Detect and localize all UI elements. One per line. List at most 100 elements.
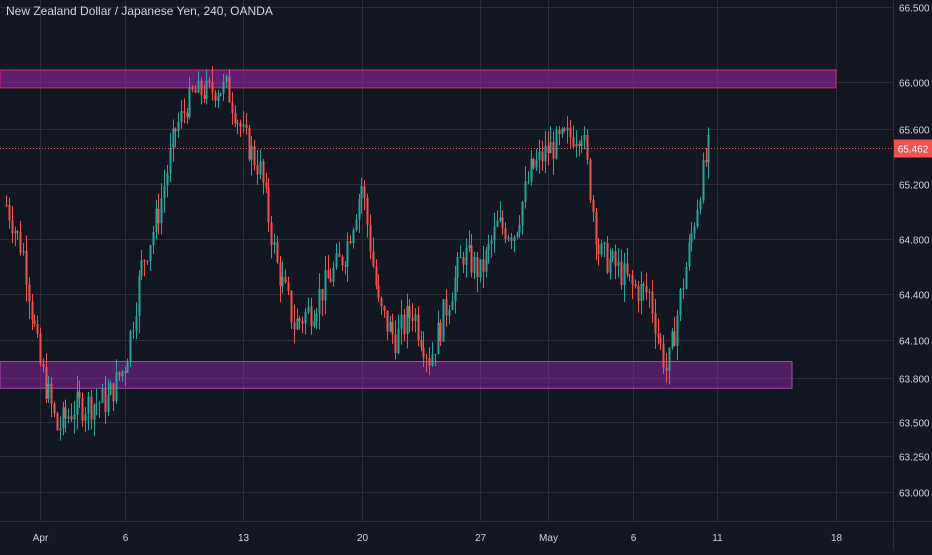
candle-body: [101, 388, 104, 403]
price-axis[interactable]: 66.500 66.000 65.600 65.200 64.800 64.400 64.1…: [899, 4, 930, 500]
price-tick-label: 65.200: [899, 181, 930, 192]
candle-body: [400, 314, 403, 329]
candle-body: [580, 140, 583, 146]
candle-body: [346, 241, 349, 267]
candle-body: [253, 145, 256, 166]
candle-body: [420, 340, 423, 348]
candle-body: [414, 314, 417, 321]
candle-body: [487, 243, 490, 251]
candle-body: [595, 212, 598, 245]
candle-body: [705, 159, 708, 163]
candle-body: [372, 251, 375, 267]
price-tick-label: 64.100: [899, 337, 930, 348]
candle-body: [45, 367, 48, 399]
price-tick-label: 64.800: [899, 236, 930, 247]
candle-body: [135, 316, 138, 331]
candle-body: [8, 204, 11, 221]
candle-body: [468, 245, 471, 249]
candle-body: [166, 173, 169, 186]
candle-body: [408, 306, 411, 318]
candle-body: [589, 159, 592, 200]
candle-body: [454, 277, 457, 301]
candle-body: [597, 244, 600, 255]
candle-body: [628, 274, 631, 276]
price-tick-label: 63.500: [899, 419, 930, 430]
candle-body: [95, 403, 98, 405]
candle-body: [434, 354, 437, 356]
candle-body: [575, 143, 578, 147]
candle-body: [386, 310, 389, 332]
candle-body: [200, 80, 203, 96]
time-tick-label: 27: [475, 533, 487, 544]
candle-body: [284, 276, 287, 283]
candle-body: [411, 317, 414, 321]
candle-body: [239, 122, 242, 127]
candle-body: [163, 185, 166, 199]
candle-body: [138, 275, 141, 317]
candle-body: [211, 82, 214, 93]
candle-body: [242, 124, 245, 127]
candle-body: [530, 158, 533, 182]
candle-body: [476, 257, 479, 278]
candle-body: [301, 320, 304, 324]
candle-body: [245, 124, 248, 128]
symbol-title: New Zealand Dollar / Japanese Yen, 240, …: [6, 4, 273, 18]
candle-body: [470, 245, 473, 273]
candle-body: [631, 275, 634, 285]
candle-body: [236, 122, 239, 124]
candle-body: [267, 187, 270, 223]
candle-body: [479, 259, 482, 278]
candle-body: [194, 89, 197, 93]
candle-body: [676, 315, 679, 346]
candle-body: [391, 321, 394, 335]
candle-body: [177, 121, 180, 132]
candle-body: [304, 312, 307, 324]
candle-body: [197, 80, 200, 93]
candle-body: [521, 201, 524, 225]
time-tick-label: 6: [631, 533, 637, 544]
candle-body: [637, 286, 640, 301]
candle-body: [143, 260, 146, 262]
candle-body: [609, 259, 612, 273]
candle-body: [485, 250, 488, 272]
time-tick-label: 13: [238, 533, 250, 544]
candle-body: [78, 391, 81, 399]
candle-body: [279, 262, 282, 286]
candle-body: [203, 95, 206, 99]
candle-body: [516, 232, 519, 237]
candle-body: [693, 226, 696, 234]
price-tick-label: 65.600: [899, 126, 930, 137]
candle-body: [352, 229, 355, 244]
candle-body: [225, 76, 228, 83]
candle-body: [651, 291, 654, 314]
candle-body: [313, 321, 316, 327]
candle-body: [76, 391, 79, 415]
resistance-zone[interactable]: [0, 69, 837, 89]
candle-body: [205, 80, 208, 99]
support-zone[interactable]: [0, 361, 793, 389]
candle-body: [535, 159, 538, 168]
candle-body: [699, 200, 702, 210]
candle-body: [563, 128, 566, 131]
last-price-tag-layer: 65.462: [894, 139, 932, 158]
candle-body: [437, 322, 440, 355]
candle-body: [363, 186, 366, 198]
candle-body: [329, 278, 332, 282]
candle-body: [569, 127, 572, 137]
time-axis[interactable]: Apr 6 13 20 27 May 6 11 18: [33, 533, 843, 544]
candle-body: [679, 289, 682, 316]
candle-body: [389, 321, 392, 332]
time-tick-label: 11: [712, 533, 723, 544]
candle-body: [513, 236, 516, 241]
candle-body: [270, 222, 273, 245]
candle-body: [403, 314, 406, 335]
candle-body: [524, 181, 527, 202]
candle-body: [600, 243, 603, 255]
candle-body: [265, 182, 268, 188]
candle-body: [645, 285, 648, 293]
candle-body: [688, 242, 691, 267]
candle-body: [276, 242, 279, 263]
candle-body: [310, 306, 313, 327]
